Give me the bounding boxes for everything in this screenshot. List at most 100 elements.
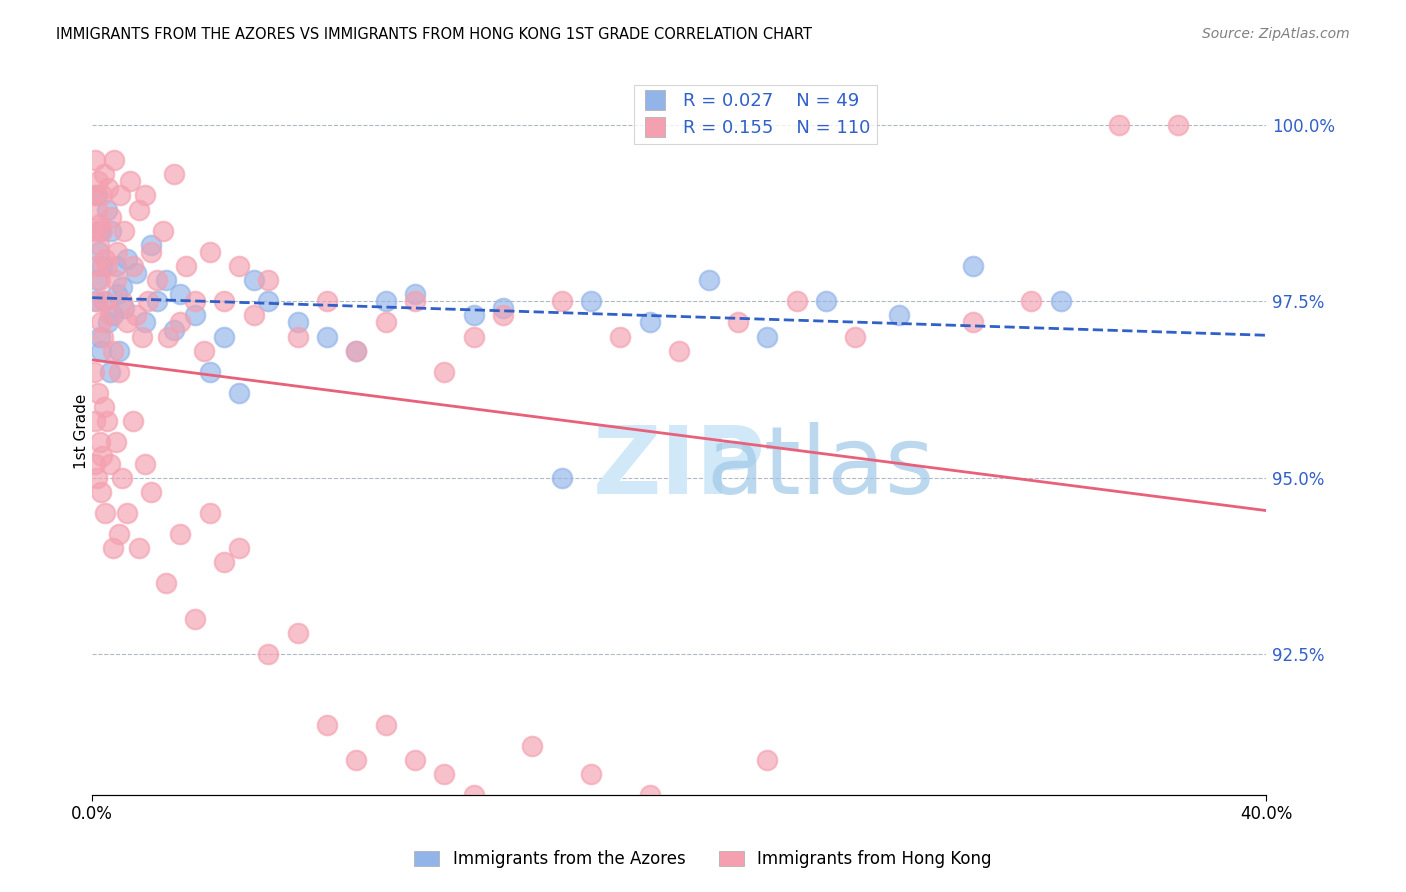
Point [157,329,180,343]
Point [198,365,221,379]
Point [756,329,779,343]
Point [104,273,127,287]
Point [117,315,139,329]
Point [117,506,139,520]
Point [87,386,110,401]
Legend: Immigrants from the Azores, Immigrants from Hong Kong: Immigrants from the Azores, Immigrants f… [408,844,998,875]
Point [97,181,120,195]
Point [98,365,121,379]
Point [93,294,115,309]
Point [184,612,207,626]
Point [91,329,114,343]
Point [103,153,125,168]
Point [433,365,456,379]
Point [134,457,156,471]
Text: atlas: atlas [706,422,934,514]
Point [139,484,162,499]
Point [114,301,136,316]
Point [609,329,631,343]
Point [433,767,456,781]
Point [108,188,131,202]
Point [83,414,105,428]
Point [107,343,129,358]
Point [122,259,145,273]
Point [98,309,121,323]
Point [374,717,396,731]
Point [89,217,111,231]
Point [93,400,115,414]
Point [110,294,132,309]
Point [145,294,167,309]
Point [404,753,426,767]
Point [551,294,574,309]
Point [756,753,779,767]
Point [89,273,111,287]
Point [96,259,118,273]
Point [96,202,118,217]
Point [193,343,215,358]
Point [228,259,250,273]
Legend: R = 0.027    N = 49, R = 0.155    N = 110: R = 0.027 N = 49, R = 0.155 N = 110 [634,85,877,145]
Point [101,343,124,358]
Point [316,329,339,343]
Point [84,153,107,168]
Point [344,343,367,358]
Point [463,309,485,323]
Point [107,365,129,379]
Point [287,625,309,640]
Point [110,280,132,294]
Point [125,266,148,280]
Point [89,329,111,343]
Point [139,238,162,252]
Point [962,315,984,329]
Point [242,273,264,287]
Point [98,457,121,471]
Point [89,224,111,238]
Point [374,315,396,329]
Point [814,294,837,309]
Point [638,315,661,329]
Point [522,739,544,753]
Point [134,188,156,202]
Point [344,343,367,358]
Point [86,202,108,217]
Point [89,435,111,450]
Point [404,287,426,301]
Point [110,470,132,484]
Point [638,788,661,802]
Point [117,252,139,266]
Point [94,506,117,520]
Point [93,252,115,266]
Point [155,576,177,591]
Point [579,767,602,781]
Point [96,414,118,428]
Point [83,365,105,379]
Point [198,244,221,259]
Point [1167,118,1189,132]
Point [668,343,690,358]
Point [93,167,115,181]
Point [844,329,866,343]
Point [86,273,108,287]
Point [287,329,309,343]
Point [145,273,167,287]
Point [287,315,309,329]
Point [84,294,107,309]
Point [212,294,235,309]
Point [128,202,150,217]
Point [84,457,107,471]
Point [786,294,808,309]
Point [163,322,186,336]
Y-axis label: 1st Grade: 1st Grade [73,394,89,469]
Point [125,309,148,323]
Point [87,238,110,252]
Point [105,244,128,259]
Point [463,329,485,343]
Point [122,414,145,428]
Point [257,273,280,287]
Point [87,174,110,188]
Point [90,315,112,329]
Point [100,224,122,238]
Point [101,309,124,323]
Point [134,315,156,329]
